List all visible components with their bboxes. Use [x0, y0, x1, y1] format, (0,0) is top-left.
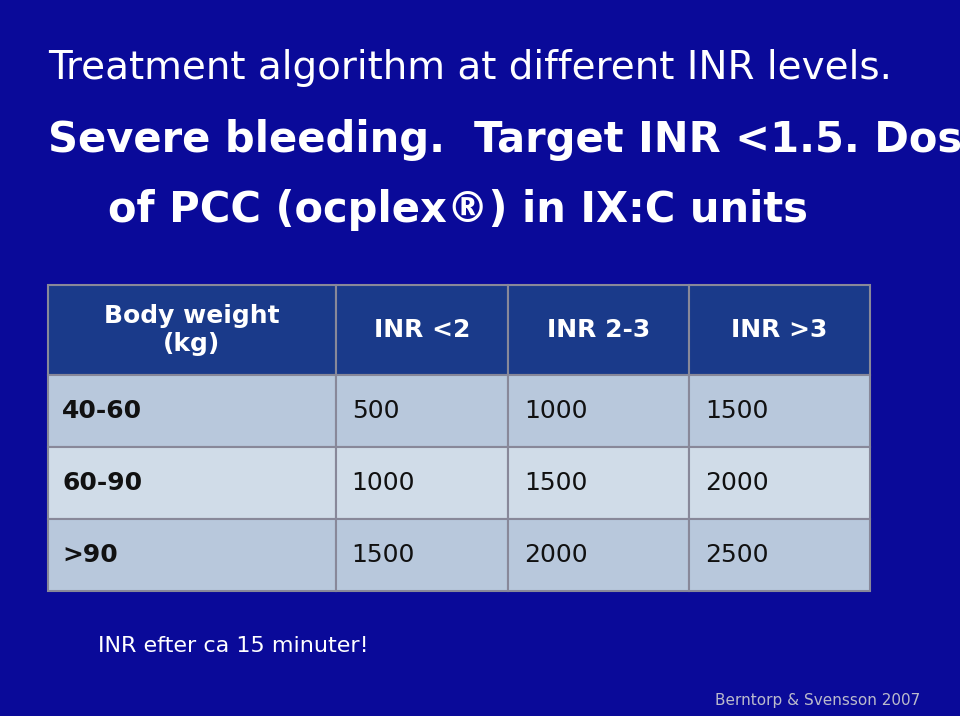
Bar [48, 519, 336, 591]
Text: 60-90: 60-90 [62, 471, 142, 495]
Text: INR >3: INR >3 [732, 318, 828, 342]
Text: >90: >90 [62, 543, 118, 567]
Text: 1500: 1500 [351, 543, 415, 567]
Bar [509, 519, 689, 591]
Bar [689, 519, 870, 591]
Text: Treatment algorithm at different INR levels.: Treatment algorithm at different INR lev… [48, 49, 892, 87]
Bar [689, 447, 870, 519]
Text: 2000: 2000 [706, 471, 769, 495]
Text: 500: 500 [351, 399, 399, 423]
Text: 1000: 1000 [351, 471, 415, 495]
Text: Body weight
(kg): Body weight (kg) [104, 304, 279, 356]
Text: 2000: 2000 [524, 543, 588, 567]
Text: Berntorp & Svensson 2007: Berntorp & Svensson 2007 [715, 692, 920, 707]
Bar [336, 375, 509, 447]
Text: INR efter ca 15 minuter!: INR efter ca 15 minuter! [98, 636, 369, 656]
Text: Severe bleeding.  Target INR <1.5. Dosing: Severe bleeding. Target INR <1.5. Dosing [48, 119, 960, 161]
Bar [336, 447, 509, 519]
Text: INR 2-3: INR 2-3 [547, 318, 650, 342]
Bar [48, 447, 336, 519]
Text: 40-60: 40-60 [62, 399, 142, 423]
Bar [336, 519, 509, 591]
Bar [689, 375, 870, 447]
Bar [336, 285, 509, 375]
Text: of PCC (ocplex®) in IX:C units: of PCC (ocplex®) in IX:C units [108, 189, 808, 231]
Text: 1500: 1500 [524, 471, 588, 495]
Bar [509, 447, 689, 519]
Text: 1500: 1500 [706, 399, 769, 423]
Text: 2500: 2500 [706, 543, 769, 567]
Bar [48, 375, 336, 447]
Bar [689, 285, 870, 375]
Bar [509, 285, 689, 375]
Bar [509, 375, 689, 447]
Text: 1000: 1000 [524, 399, 588, 423]
Text: INR <2: INR <2 [373, 318, 470, 342]
Bar [48, 285, 336, 375]
